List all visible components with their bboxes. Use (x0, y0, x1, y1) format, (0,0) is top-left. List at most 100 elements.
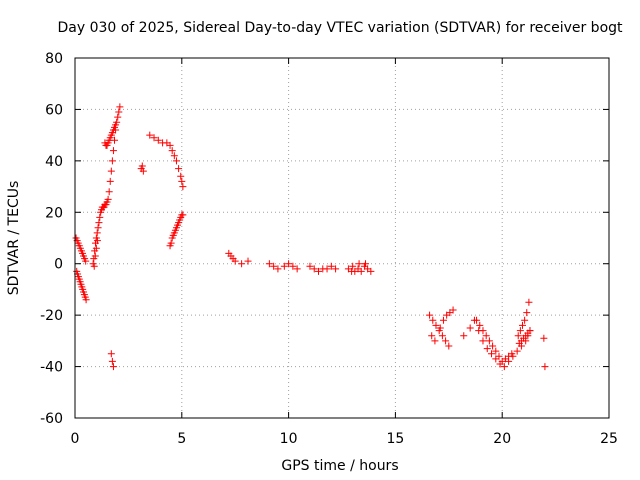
data-point (466, 324, 474, 332)
data-point (485, 337, 493, 345)
y-tick-label: -40 (40, 360, 63, 376)
x-axis-label: GPS time / hours (281, 458, 398, 474)
data-point (154, 136, 162, 144)
data-point (167, 239, 175, 247)
grid-layer (75, 58, 609, 418)
data-point (104, 195, 112, 203)
data-point (323, 265, 331, 273)
x-tick-label: 0 (71, 431, 80, 447)
plot-frame (74, 57, 610, 419)
data-point (179, 211, 187, 219)
data-point (473, 316, 481, 324)
data-point (513, 347, 521, 355)
data-point (332, 265, 340, 273)
data-point (150, 134, 158, 142)
data-point (270, 262, 278, 270)
data-point (431, 337, 439, 345)
data-point (315, 267, 323, 275)
data-point (114, 113, 122, 121)
data-point (179, 183, 187, 191)
data-point (460, 332, 468, 340)
data-point (349, 262, 357, 270)
data-point (449, 306, 457, 314)
data-point (289, 262, 297, 270)
data-point (90, 262, 98, 270)
data-point (170, 152, 178, 160)
data-point (94, 224, 102, 232)
ticks-layer: 0 5 10 15 20 25 -60 -40 -20 0 20 40 60 80 (40, 51, 618, 447)
y-tick-label: -60 (40, 411, 63, 427)
data-point (526, 327, 534, 335)
data-point (521, 316, 529, 324)
data-point (274, 265, 282, 273)
data-point (139, 167, 147, 175)
data-point (93, 229, 101, 237)
data-point (265, 260, 273, 268)
data-point (489, 342, 497, 350)
data-point (177, 172, 185, 180)
data-point (116, 103, 124, 111)
data-point (108, 157, 116, 165)
data-point (525, 298, 533, 306)
data-point (172, 157, 180, 165)
x-tick-label: 20 (493, 431, 511, 447)
data-point (523, 309, 531, 317)
data-point (93, 237, 101, 245)
data-point (108, 357, 116, 365)
data-point (500, 363, 508, 371)
data-point (516, 327, 524, 335)
data-point (106, 177, 114, 185)
data-point (166, 141, 174, 149)
data-point (96, 213, 104, 221)
data-point (293, 265, 301, 273)
data-point (112, 121, 120, 129)
data-point (438, 332, 446, 340)
data-point (483, 345, 491, 353)
y-tick-label: 60 (45, 102, 63, 118)
data-point (482, 332, 490, 340)
data-point (82, 257, 90, 265)
data-point (429, 316, 437, 324)
data-point (439, 316, 447, 324)
data-point (479, 327, 487, 335)
y-tick-label: -20 (40, 308, 63, 324)
x-tick-label: 25 (600, 431, 618, 447)
data-point (445, 342, 453, 350)
data-point (479, 337, 487, 345)
data-point (492, 347, 500, 355)
data-point (95, 219, 103, 227)
data-point (540, 334, 548, 342)
data-point (426, 311, 434, 319)
data-point (514, 332, 522, 340)
data-point (488, 350, 496, 358)
data-point (92, 244, 100, 252)
chart-title: Day 030 of 2025, Sidereal Day-to-day VTE… (57, 20, 623, 36)
data-point (178, 177, 186, 185)
data-point (244, 257, 252, 265)
data-point (105, 188, 113, 196)
y-tick-label: 20 (45, 205, 63, 221)
data-point (432, 321, 440, 329)
data-layer (72, 103, 549, 371)
data-point (310, 265, 318, 273)
data-point (442, 337, 450, 345)
data-point (175, 165, 183, 173)
data-point (107, 350, 115, 358)
data-point (82, 296, 90, 304)
data-point (508, 350, 516, 358)
y-tick-label: 0 (54, 257, 63, 273)
x-tick-label: 15 (386, 431, 404, 447)
data-point (541, 363, 549, 371)
y-tick-label: 80 (45, 51, 63, 67)
x-tick-label: 10 (280, 431, 298, 447)
x-tick-label: 5 (177, 431, 186, 447)
data-point (476, 321, 484, 329)
data-point (306, 262, 314, 270)
data-point (109, 147, 117, 155)
data-point (361, 260, 369, 268)
data-point (238, 260, 246, 268)
data-point (355, 260, 363, 268)
data-point (231, 257, 239, 265)
data-point (518, 321, 526, 329)
